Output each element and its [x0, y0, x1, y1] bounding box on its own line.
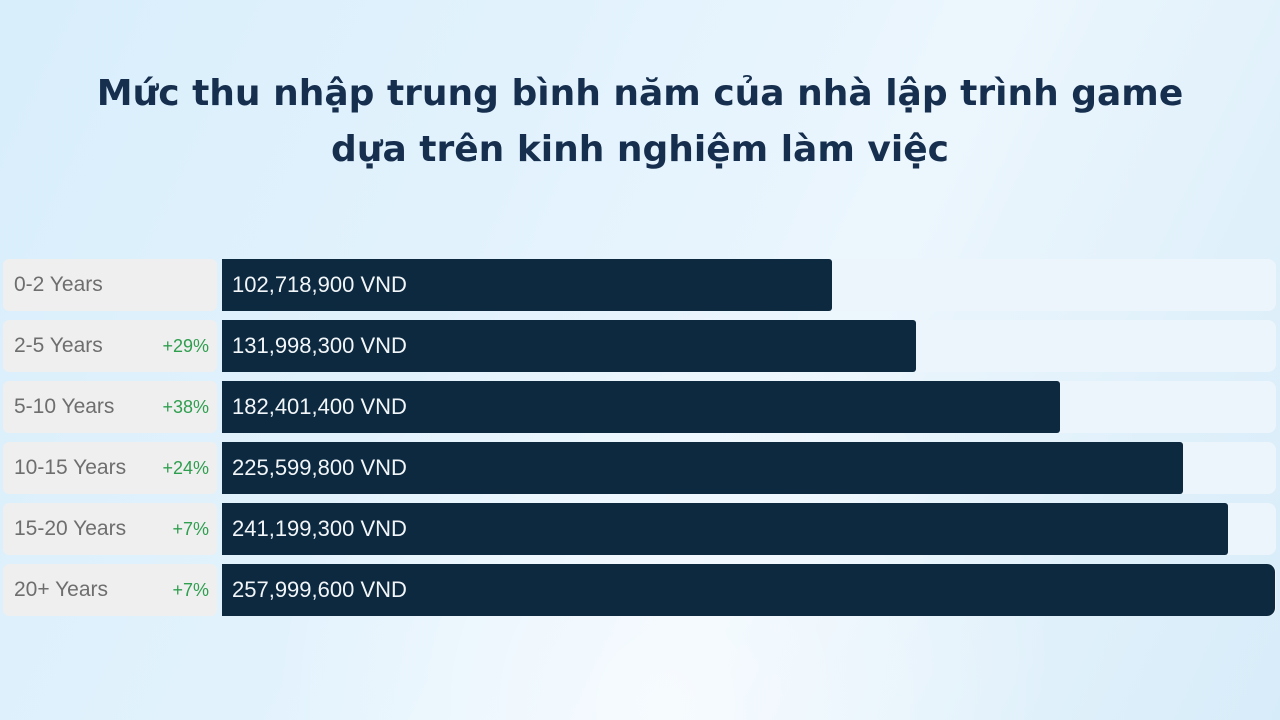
growth-percent: +38% [162, 396, 209, 417]
experience-label: 15-20 Years [14, 517, 127, 540]
experience-label-box: 15-20 Years +7% [3, 503, 217, 555]
bar-track: 102,718,900 VND [222, 259, 1276, 311]
salary-value: 182,401,400 VND [232, 394, 407, 419]
page-title: Mức thu nhập trung bình năm của nhà lập … [0, 66, 1280, 178]
salary-bar: 241,199,300 VND [222, 503, 1228, 555]
salary-value: 131,998,300 VND [232, 333, 407, 358]
chart-row: 5-10 Years +38% 182,401,400 VND [0, 381, 1280, 433]
salary-value: 257,999,600 VND [232, 577, 407, 602]
bar-track: 131,998,300 VND [222, 320, 1276, 372]
salary-bar: 131,998,300 VND [222, 320, 916, 372]
salary-value: 241,199,300 VND [232, 516, 407, 541]
growth-percent: +7% [172, 518, 209, 539]
experience-label-box: 10-15 Years +24% [3, 442, 217, 494]
chart-row: 0-2 Years 102,718,900 VND [0, 259, 1280, 311]
experience-salary-chart: 0-2 Years 102,718,900 VND 2-5 Years +29% 131… [0, 259, 1280, 625]
page-title-line1: Mức thu nhập trung bình năm của nhà lập … [96, 73, 1184, 114]
experience-label-box: 0-2 Years [3, 259, 217, 311]
chart-row: 15-20 Years +7% 241,199,300 VND [0, 503, 1280, 555]
salary-bar: 257,999,600 VND [222, 564, 1275, 616]
experience-label: 20+ Years [14, 578, 109, 601]
salary-value: 102,718,900 VND [232, 272, 407, 297]
salary-bar: 225,599,800 VND [222, 442, 1183, 494]
experience-label: 10-15 Years [14, 456, 127, 479]
chart-row: 20+ Years +7% 257,999,600 VND [0, 564, 1280, 616]
bar-track: 257,999,600 VND [222, 564, 1276, 616]
growth-percent: +7% [172, 579, 209, 600]
experience-label-box: 20+ Years +7% [3, 564, 217, 616]
growth-percent: +24% [162, 457, 209, 478]
page-title-line2: dựa trên kinh nghiệm làm việc [331, 129, 949, 170]
salary-bar: 102,718,900 VND [222, 259, 832, 311]
experience-label: 0-2 Years [14, 273, 103, 296]
experience-label: 5-10 Years [14, 395, 115, 418]
salary-value: 225,599,800 VND [232, 455, 407, 480]
experience-label-box: 2-5 Years +29% [3, 320, 217, 372]
experience-label: 2-5 Years [14, 334, 103, 357]
experience-label-box: 5-10 Years +38% [3, 381, 217, 433]
chart-row: 2-5 Years +29% 131,998,300 VND [0, 320, 1280, 372]
growth-percent: +29% [162, 335, 209, 356]
chart-row: 10-15 Years +24% 225,599,800 VND [0, 442, 1280, 494]
bar-track: 241,199,300 VND [222, 503, 1276, 555]
salary-bar: 182,401,400 VND [222, 381, 1060, 433]
bar-track: 225,599,800 VND [222, 442, 1276, 494]
bar-track: 182,401,400 VND [222, 381, 1276, 433]
